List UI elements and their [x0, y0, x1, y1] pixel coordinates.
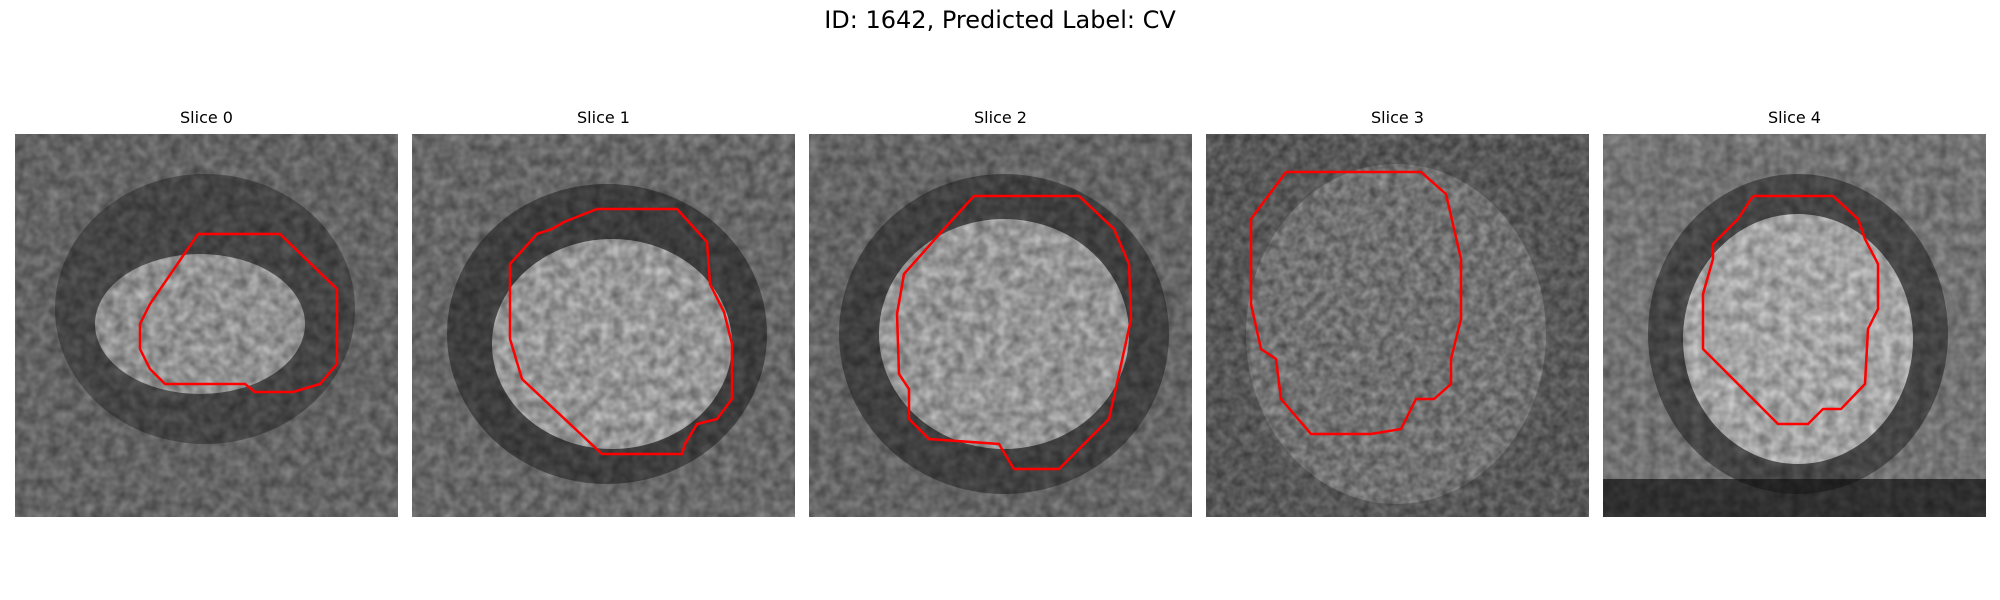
slice-image-0	[15, 134, 398, 517]
slice-title-1: Slice 1	[577, 108, 630, 127]
slice-panel-4: Slice 4	[1603, 108, 1986, 517]
slice-title-4: Slice 4	[1768, 108, 1821, 127]
segmentation-contour	[1701, 194, 1880, 426]
slice-title-0: Slice 0	[180, 108, 233, 127]
segmentation-contour	[895, 194, 1133, 471]
slice-title-3: Slice 3	[1371, 108, 1424, 127]
segmentation-contour	[508, 207, 734, 456]
slice-panel-0: Slice 0	[15, 108, 398, 517]
segmentation-contour	[138, 232, 339, 394]
slice-image-3	[1206, 134, 1589, 517]
slice-image-4	[1603, 134, 1986, 517]
slice-title-2: Slice 2	[974, 108, 1027, 127]
slice-image-1	[412, 134, 795, 517]
slice-image-2	[809, 134, 1192, 517]
slice-panel-3: Slice 3	[1206, 108, 1589, 517]
slice-panel-1: Slice 1	[412, 108, 795, 517]
segmentation-contour	[1249, 170, 1463, 436]
slice-panel-2: Slice 2	[809, 108, 1192, 517]
figure-title: ID: 1642, Predicted Label: CV	[824, 6, 1176, 34]
